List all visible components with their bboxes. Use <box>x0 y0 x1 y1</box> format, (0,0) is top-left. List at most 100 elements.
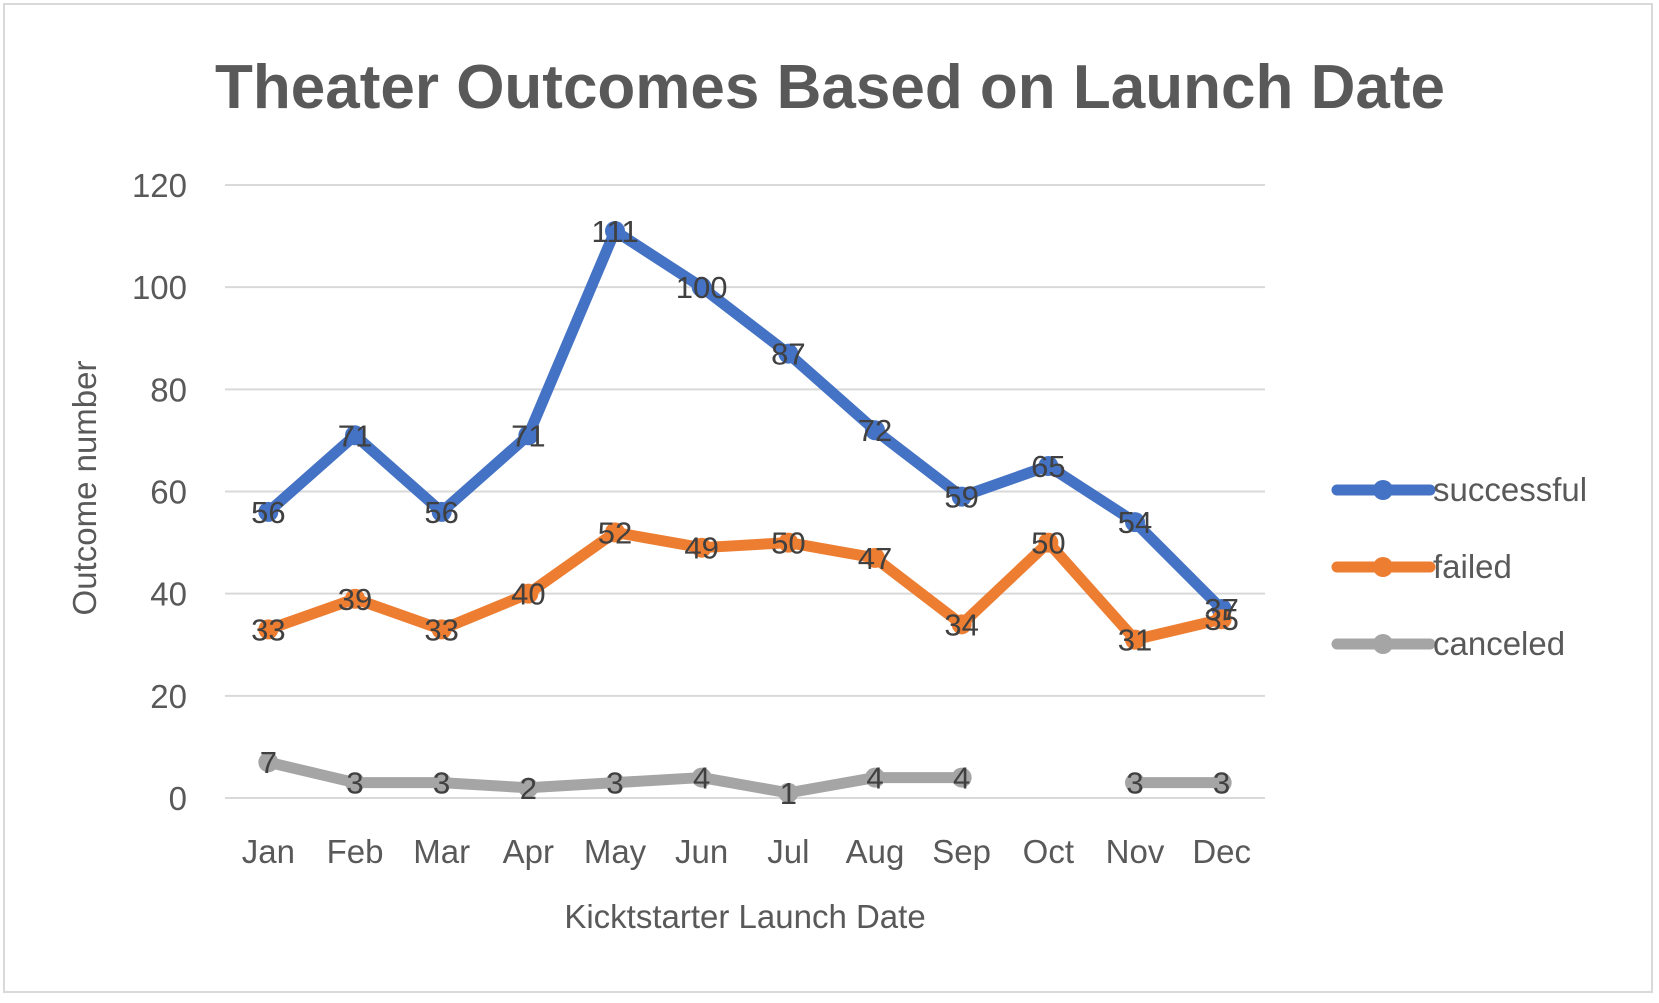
data-label-successful-Sep: 59 <box>944 480 978 515</box>
point-failed-Mar <box>431 619 452 640</box>
data-label-failed-Nov: 31 <box>1118 623 1152 658</box>
data-label-failed-Feb: 39 <box>338 582 372 617</box>
data-label-failed-May: 52 <box>598 515 632 550</box>
point-failed-Nov <box>1125 629 1145 650</box>
point-failed-Feb <box>345 588 365 609</box>
point-canceled-Feb <box>345 772 365 793</box>
x-tick-label: Aug <box>846 833 905 870</box>
data-label-canceled-Mar: 3 <box>433 766 450 801</box>
data-label-failed-Dec: 35 <box>1204 602 1238 637</box>
point-successful-Aug <box>865 420 885 441</box>
y-tick-label: 20 <box>150 678 187 715</box>
point-canceled-Nov <box>1125 772 1145 793</box>
data-label-successful-Jan: 56 <box>251 495 285 530</box>
series-line-failed <box>262 526 1228 646</box>
point-canceled-Jan <box>258 752 279 773</box>
point-canceled-Apr <box>518 777 539 798</box>
point-successful-Apr <box>518 425 539 446</box>
series-lines <box>258 220 1232 803</box>
x-tick-label: Jan <box>242 833 295 870</box>
point-failed-Jan <box>258 619 279 640</box>
series-canceled <box>258 752 1232 803</box>
legend-item-successful: successful <box>1331 471 1587 508</box>
legend-item-failed: failed <box>1331 548 1512 585</box>
point-canceled-Sep <box>951 767 972 788</box>
data-label-successful-Dec: 37 <box>1204 592 1238 627</box>
data-label-failed-Jun: 49 <box>684 531 718 566</box>
point-successful-Sep <box>951 486 972 507</box>
x-tick-label: Nov <box>1106 833 1165 870</box>
x-tick-label: Jun <box>675 833 728 870</box>
data-label-failed-Jul: 50 <box>771 526 805 561</box>
data-label-canceled-Feb: 3 <box>346 766 363 801</box>
data-label-successful-Oct: 65 <box>1031 449 1065 484</box>
data-label-canceled-Jun: 4 <box>693 761 710 796</box>
point-successful-Jan <box>258 501 279 522</box>
point-failed-Dec <box>1211 609 1232 630</box>
point-canceled-Aug <box>865 767 885 788</box>
point-successful-Nov <box>1125 512 1145 533</box>
point-failed-Sep <box>951 614 972 635</box>
y-tick-label: 60 <box>150 474 187 511</box>
data-label-canceled-May: 3 <box>606 766 623 801</box>
legend-swatch-marker <box>1373 634 1393 654</box>
data-label-failed-Jan: 33 <box>251 612 285 647</box>
gridlines <box>225 184 1265 799</box>
series-successful <box>258 220 1232 619</box>
series-line-successful <box>262 225 1228 615</box>
data-label-failed-Aug: 47 <box>858 541 892 576</box>
x-tick-label: Jul <box>767 833 809 870</box>
y-axis-title: Outcome number <box>66 361 103 616</box>
x-tick-label: Dec <box>1192 833 1251 870</box>
y-tick-label: 80 <box>150 371 187 408</box>
data-label-successful-Jun: 100 <box>676 270 728 305</box>
point-canceled-Jul <box>778 782 799 803</box>
y-tick-label: 100 <box>132 269 187 306</box>
data-label-failed-Oct: 50 <box>1031 526 1065 561</box>
point-failed-Apr <box>518 583 539 604</box>
point-failed-Jul <box>778 532 799 553</box>
legend-swatch-marker <box>1373 557 1393 577</box>
data-label-successful-Jul: 87 <box>771 337 805 372</box>
legend-label: failed <box>1433 548 1512 585</box>
x-tick-label: Mar <box>413 833 470 870</box>
point-canceled-May <box>605 772 625 793</box>
point-successful-Oct <box>1038 455 1059 476</box>
point-failed-May <box>605 522 625 543</box>
legend: successful failed canceled <box>1331 471 1587 662</box>
point-failed-Oct <box>1038 532 1059 553</box>
data-label-canceled-Nov: 3 <box>1126 766 1143 801</box>
point-canceled-Mar <box>431 772 452 793</box>
y-tick-label: 0 <box>169 780 187 817</box>
data-label-successful-Feb: 71 <box>338 418 372 453</box>
point-successful-May <box>605 220 625 241</box>
chart-title: Theater Outcomes Based on Launch Date <box>215 53 1445 122</box>
data-label-failed-Sep: 34 <box>944 607 978 642</box>
y-tick-label: 120 <box>132 167 187 204</box>
x-tick-label: Apr <box>503 833 554 870</box>
series-failed <box>258 522 1232 650</box>
data-label-failed-Mar: 33 <box>424 612 458 647</box>
data-label-canceled-Jan: 7 <box>260 745 277 780</box>
point-successful-Feb <box>345 425 365 446</box>
series-line-canceled <box>262 756 1228 799</box>
legend-label: successful <box>1433 471 1587 508</box>
y-tick-label: 40 <box>150 576 187 613</box>
data-label-successful-Nov: 54 <box>1118 505 1152 540</box>
data-label-failed-Apr: 40 <box>511 577 545 612</box>
x-tick-label: Sep <box>932 833 991 870</box>
point-canceled-Dec <box>1211 772 1232 793</box>
data-label-canceled-Sep: 4 <box>953 761 970 796</box>
legend-swatch-marker <box>1373 480 1393 500</box>
point-failed-Aug <box>865 547 885 568</box>
legend-item-canceled: canceled <box>1331 625 1565 662</box>
data-label-canceled-Dec: 3 <box>1213 766 1230 801</box>
data-label-canceled-Aug: 4 <box>866 761 883 796</box>
data-label-successful-May: 111 <box>591 214 638 249</box>
x-tick-label: May <box>584 833 647 870</box>
legend-label: canceled <box>1433 625 1565 662</box>
point-canceled-Jun <box>691 767 712 788</box>
point-successful-Mar <box>431 501 452 522</box>
